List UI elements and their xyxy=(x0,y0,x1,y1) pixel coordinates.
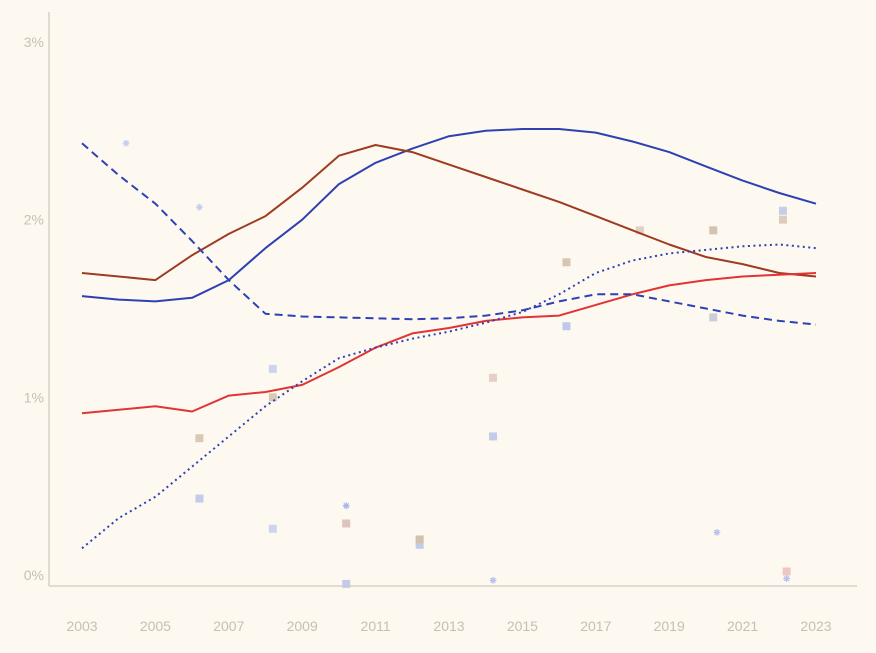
series-line-red-solid xyxy=(81,272,817,415)
scatter-square-marker xyxy=(709,313,718,322)
series-line-blue-dotted xyxy=(81,243,817,550)
x-axis-tick-label: 2019 xyxy=(654,618,685,634)
scatter-square-marker xyxy=(195,494,204,503)
scatter-star-marker xyxy=(489,576,497,584)
x-axis-tick-label: 2021 xyxy=(727,618,758,634)
scatter-square-marker xyxy=(778,215,787,224)
scatter-star-marker xyxy=(713,528,721,536)
scatter-square-marker xyxy=(195,434,204,443)
x-axis-tick-label: 2011 xyxy=(361,618,391,634)
x-axis-tick-label: 2013 xyxy=(433,618,464,634)
scatter-square-marker xyxy=(415,540,424,549)
x-axis-tick-label: 2005 xyxy=(140,618,171,634)
scatter-star-marker xyxy=(122,139,130,147)
x-axis-tick-label: 2017 xyxy=(580,618,611,634)
x-axis-tick-label: 2003 xyxy=(66,618,97,634)
series-line-blue-dashed xyxy=(81,142,817,326)
x-axis-tick-label: 2007 xyxy=(213,618,244,634)
scatter-star-marker xyxy=(196,203,203,211)
scatter-square-marker xyxy=(268,393,277,402)
scatter-square-marker xyxy=(562,322,571,331)
scatter-square-marker xyxy=(489,432,498,441)
x-axis-tick-label: 2015 xyxy=(507,618,538,634)
scatter-square-marker xyxy=(489,373,498,382)
series-line-dark-red-solid xyxy=(81,144,817,282)
scatter-star-marker xyxy=(342,502,350,510)
scatter-square-marker xyxy=(268,364,277,373)
scatter-star-marker xyxy=(783,575,791,582)
scatter-square-marker xyxy=(415,535,424,544)
scatter-square-marker xyxy=(342,579,351,588)
scatter-square-marker xyxy=(635,226,644,235)
scatter-square-marker xyxy=(342,519,351,528)
y-axis-tick-label: 2% xyxy=(24,212,44,228)
scatter-square-marker xyxy=(778,206,787,215)
scatter-square-marker xyxy=(709,226,718,235)
scatter-square-marker xyxy=(782,567,791,576)
x-axis-tick-label: 2009 xyxy=(287,618,318,634)
scatter-square-marker xyxy=(562,258,571,267)
scatter-square-marker xyxy=(268,524,277,533)
y-axis-tick-label: 3% xyxy=(24,34,44,50)
series-line-blue-solid xyxy=(81,128,817,303)
y-axis-tick-label: 0% xyxy=(24,567,44,583)
y-axis-tick-label: 1% xyxy=(24,389,44,405)
x-axis-tick-label: 2023 xyxy=(800,618,831,634)
